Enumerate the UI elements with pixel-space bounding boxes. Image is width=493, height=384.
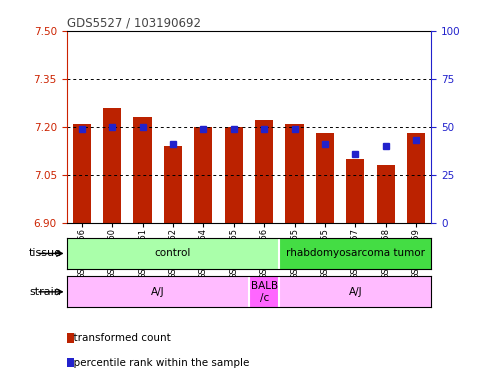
Bar (164, 146, 182, 223)
Bar (225, 127, 243, 223)
Text: BALB
/c: BALB /c (250, 281, 278, 303)
Bar (67, 238, 280, 269)
Text: control: control (155, 248, 191, 258)
Text: tissue: tissue (29, 248, 62, 258)
Bar (346, 159, 364, 223)
Bar (72, 124, 91, 223)
Text: rhabdomyosarcoma tumor: rhabdomyosarcoma tumor (286, 248, 425, 258)
Text: strain: strain (30, 287, 62, 297)
Text: GDS5527 / 103190692: GDS5527 / 103190692 (67, 17, 201, 30)
Bar (134, 117, 152, 223)
Bar (285, 124, 304, 223)
Text: transformed count: transformed count (67, 333, 170, 343)
Bar (255, 120, 273, 223)
Text: percentile rank within the sample: percentile rank within the sample (67, 358, 249, 368)
Bar (280, 238, 431, 269)
Bar (280, 276, 431, 307)
Bar (316, 133, 334, 223)
Bar (407, 133, 425, 223)
Bar (103, 108, 121, 223)
Bar (249, 276, 280, 307)
Bar (377, 165, 395, 223)
Text: A/J: A/J (151, 287, 165, 297)
Text: A/J: A/J (349, 287, 362, 297)
Bar (67, 276, 249, 307)
Bar (194, 127, 212, 223)
